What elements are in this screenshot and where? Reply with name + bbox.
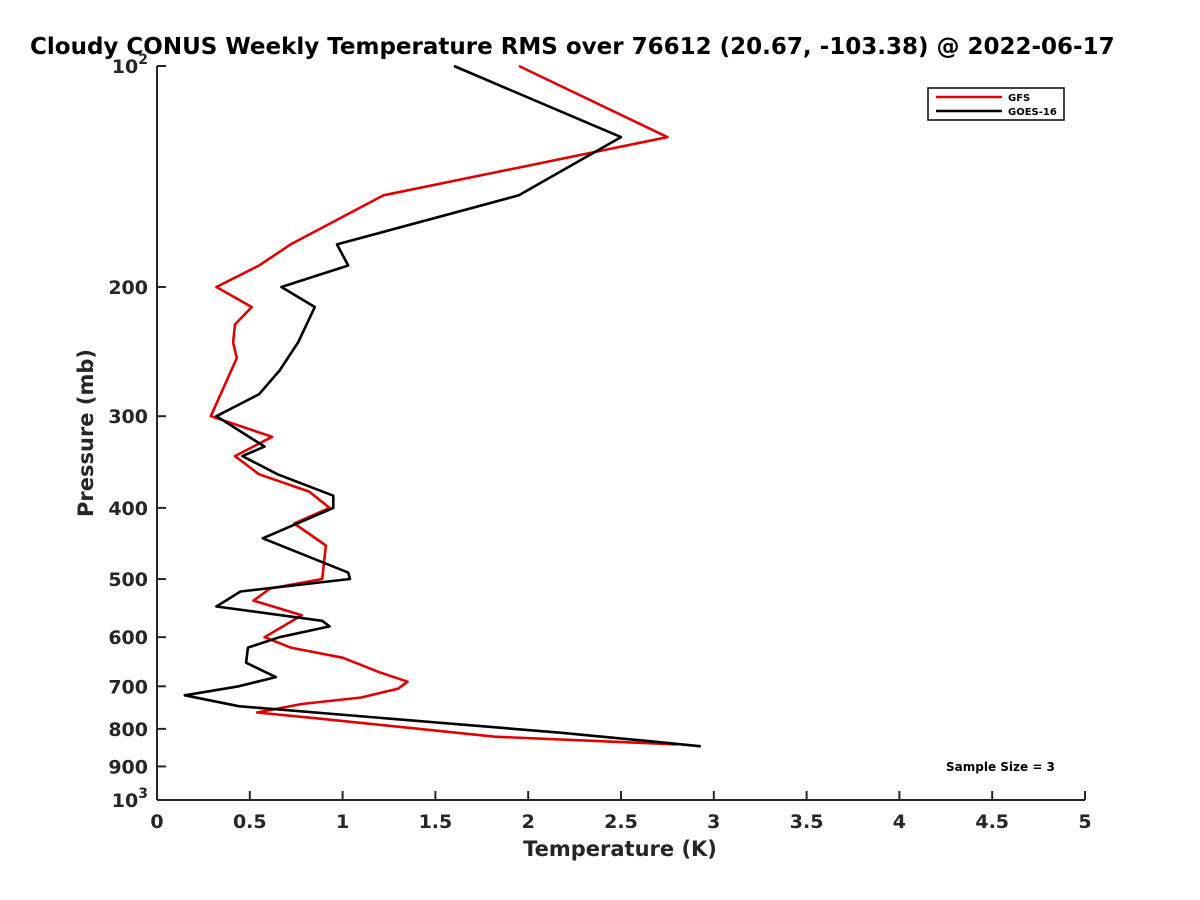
x-tick-label: 0.5 <box>233 811 267 833</box>
x-tick-label: 2 <box>522 811 535 833</box>
x-tick-label: 1.5 <box>419 811 453 833</box>
series-layer <box>183 64 701 748</box>
x-tick-label: 4 <box>893 811 906 833</box>
y-tick-label: 400 <box>108 498 148 520</box>
legend-label-goes16: GOES-16 <box>1008 107 1057 118</box>
y-tick-label: 600 <box>108 627 148 649</box>
y-tick-label: 103 <box>112 786 148 812</box>
x-tick-label: 3.5 <box>790 811 824 833</box>
y-tick-label: 900 <box>108 756 148 778</box>
y-axis-label: Pressure (mb) <box>74 349 98 517</box>
legend-box <box>927 87 1065 121</box>
x-tick-label: 2.5 <box>604 811 638 833</box>
x-axis-label: Temperature (K) <box>523 837 717 861</box>
y-tick-label: 102 <box>112 52 148 78</box>
y-tick-label: 500 <box>108 569 148 591</box>
x-tick-label: 5 <box>1078 811 1091 833</box>
y-tick-label: 300 <box>108 406 148 428</box>
legend-label-gfs: GFS <box>1008 93 1030 104</box>
y-tick-label: 800 <box>108 719 148 741</box>
sample-size-annotation: Sample Size = 3 <box>946 760 1055 774</box>
x-tick-label: 1 <box>336 811 349 833</box>
series-line-gfs <box>209 64 677 746</box>
x-tick-label: 4.5 <box>975 811 1009 833</box>
y-tick-label: 700 <box>108 676 148 698</box>
x-tick-label: 3 <box>707 811 720 833</box>
legend: GFS GOES-16 <box>927 87 1065 121</box>
series-line-goes16 <box>183 64 701 748</box>
x-tick-label: 0 <box>150 811 163 833</box>
y-tick-label: 200 <box>108 277 148 299</box>
chart-title: Cloudy CONUS Weekly Temperature RMS over… <box>30 34 1115 60</box>
axes: 0 0.5 1 1.5 2 2.5 3 3.5 4 4.5 5 102 200 300 400 500 600 7… <box>108 52 1091 833</box>
